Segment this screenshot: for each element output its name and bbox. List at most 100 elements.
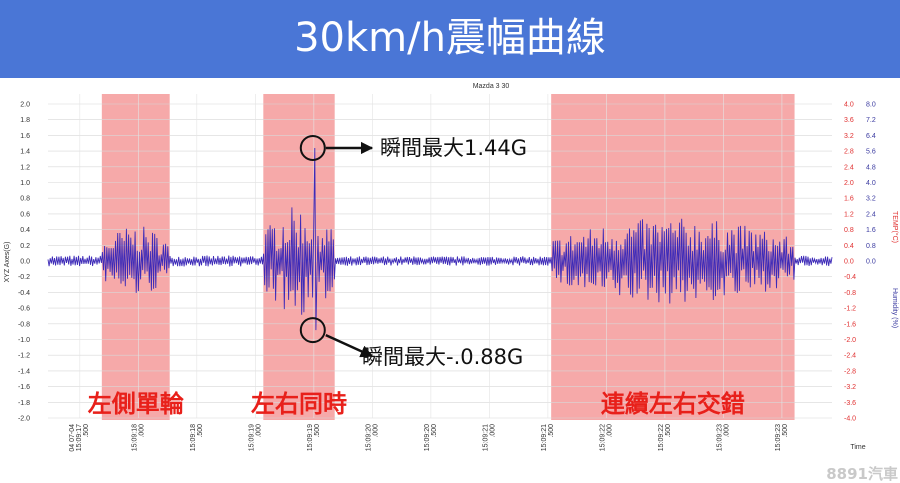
y-tick-temp: 0.8	[844, 227, 854, 234]
y-tick-left: 0.8	[20, 196, 30, 203]
y-tick-left: -1.2	[18, 353, 30, 360]
x-tick-line: .000	[606, 424, 613, 438]
y-tick-left: 0.4	[20, 227, 30, 234]
y-tick-temp: -2.4	[844, 353, 856, 360]
x-tick-line: 15:09:17	[76, 424, 83, 451]
y-tick-humidity: 0.8	[866, 243, 876, 250]
x-tick-line: .000	[138, 424, 145, 438]
x-tick-line: 15:09:18	[190, 424, 197, 451]
y-tick-left: 1.8	[20, 117, 30, 124]
x-tick-line: .500	[314, 424, 321, 438]
y-tick-left: -0.8	[18, 321, 30, 328]
x-tick: 15:09:23.500	[775, 424, 789, 451]
y-tick-left: -0.2	[18, 274, 30, 281]
x-tick-line: .500	[665, 424, 672, 438]
y-tick-left: -1.6	[18, 384, 30, 391]
y-tick-left: 0.2	[20, 243, 30, 250]
x-tick: 15:09:21.000	[482, 424, 496, 451]
y-tick-humidity: 4.8	[866, 164, 876, 171]
y-tick-temp: -1.2	[844, 306, 856, 313]
y-tick-temp: -3.6	[844, 400, 856, 407]
y-tick-humidity: 8.0	[866, 102, 876, 109]
series-line	[47, 147, 833, 331]
x-tick: 15:09:22.000	[599, 424, 613, 451]
y-tick-left: 0.6	[20, 211, 30, 218]
x-tick-line: .500	[431, 424, 438, 438]
x-tick-line: .000	[723, 424, 730, 438]
x-tick-line: 15:09:22	[599, 424, 606, 451]
region-label-3: 連續左右交錯	[601, 390, 745, 418]
y-tick-temp: -2.0	[844, 337, 856, 344]
y-tick-humidity: 4.0	[866, 180, 876, 187]
y-tick-temp: 1.6	[844, 196, 854, 203]
x-tick-line: 15:09:19	[307, 424, 314, 451]
region-label-2: 左右同時	[251, 390, 347, 418]
y-tick-temp: -0.8	[844, 290, 856, 297]
y-tick-left: 0.0	[20, 259, 30, 266]
y-tick-humidity: 3.2	[866, 196, 876, 203]
y-tick-left: -1.0	[18, 337, 30, 344]
x-tick-line: .500	[548, 424, 555, 438]
y-tick-temp: 1.2	[844, 211, 854, 218]
x-tick: 04 07-04 15:09:17.500	[69, 424, 90, 452]
annotation-circle-2	[299, 317, 326, 344]
y-tick-temp: -1.6	[844, 321, 856, 328]
region-label-1: 左側單輪	[88, 390, 185, 418]
y-tick-left: -0.6	[18, 306, 30, 313]
title-banner: 30km/h震幅曲線	[0, 0, 900, 78]
watermark: 8891汽車	[826, 465, 898, 483]
y-tick-left: 1.4	[20, 149, 30, 156]
x-tick-line: 15:09:19	[248, 424, 255, 451]
y-tick-left: -1.4	[18, 368, 30, 375]
y-tick-left: 1.0	[20, 180, 30, 187]
banner-title: 30km/h震幅曲線	[294, 15, 606, 61]
x-tick: 15:09:18.000	[131, 424, 145, 451]
x-axis-title: Time	[850, 444, 865, 451]
x-tick-line: 15:09:20	[365, 424, 372, 451]
x-tick: 15:09:19.000	[248, 424, 262, 451]
y-tick-temp: 3.2	[844, 133, 854, 140]
y-axis-title-humidity: Humidity (%)	[891, 288, 898, 328]
y-tick-left: -0.4	[18, 290, 30, 297]
chart: Mazda 3 30 2.0 1.8 1.6 1.4 1.2 1.0 0.8 0.6 0.4 0.…	[4, 83, 899, 483]
x-tick-line: .000	[255, 424, 262, 438]
y-tick-left: -2.0	[18, 416, 30, 423]
annotation-text-1: 瞬間最大1.44G	[380, 136, 527, 160]
y-tick-humidity: 5.6	[866, 149, 876, 156]
y-tick-left: 1.6	[20, 133, 30, 140]
y-tick-temp: 0.0	[844, 259, 854, 266]
x-tick: 15:09:22.500	[658, 424, 672, 451]
x-tick-line: 15:09:18	[131, 424, 138, 451]
x-tick-line: 15:09:23	[775, 424, 782, 451]
y-tick-temp: 2.8	[844, 149, 854, 156]
x-tick-line: 15:09:23	[716, 424, 723, 451]
annotation-circle-1	[299, 134, 326, 161]
y-tick-temp: 0.4	[844, 243, 854, 250]
y-tick-temp: -2.8	[844, 368, 856, 375]
x-tick-line: 15:09:22	[658, 424, 665, 451]
x-tick-line: 15:09:21	[482, 424, 489, 451]
y-tick-left: 1.2	[20, 164, 30, 171]
x-tick: 15:09:19.500	[307, 424, 321, 451]
x-tick-line: .000	[489, 424, 496, 438]
y-tick-temp: -4.0	[844, 416, 856, 423]
x-tick: 15:09:23.000	[716, 424, 730, 451]
x-tick-line: 15:09:21	[541, 424, 548, 451]
y-tick-temp: -0.4	[844, 274, 856, 281]
x-tick-line: .000	[372, 424, 379, 438]
y-tick-humidity: 1.6	[866, 227, 876, 234]
y-tick-humidity: 0.0	[866, 259, 876, 266]
x-tick: 15:09:20.000	[365, 424, 379, 451]
x-tick-line: .500	[197, 424, 204, 438]
x-tick-line: 15:09:20	[424, 424, 431, 451]
annotation-text-2: 瞬間最大-.0.88G	[362, 345, 523, 369]
x-tick-line: .500	[83, 424, 90, 438]
y-tick-left: -1.8	[18, 400, 30, 407]
annotation-arrow-2	[325, 333, 374, 358]
y-tick-temp: 3.6	[844, 117, 854, 124]
y-axis-title-left: XYZ Axes(G)	[4, 242, 11, 283]
y-tick-left: 2.0	[20, 102, 30, 109]
y-tick-humidity: 6.4	[866, 133, 876, 140]
x-tick: 15:09:20.500	[424, 424, 438, 451]
y-tick-temp: 4.0	[844, 102, 854, 109]
